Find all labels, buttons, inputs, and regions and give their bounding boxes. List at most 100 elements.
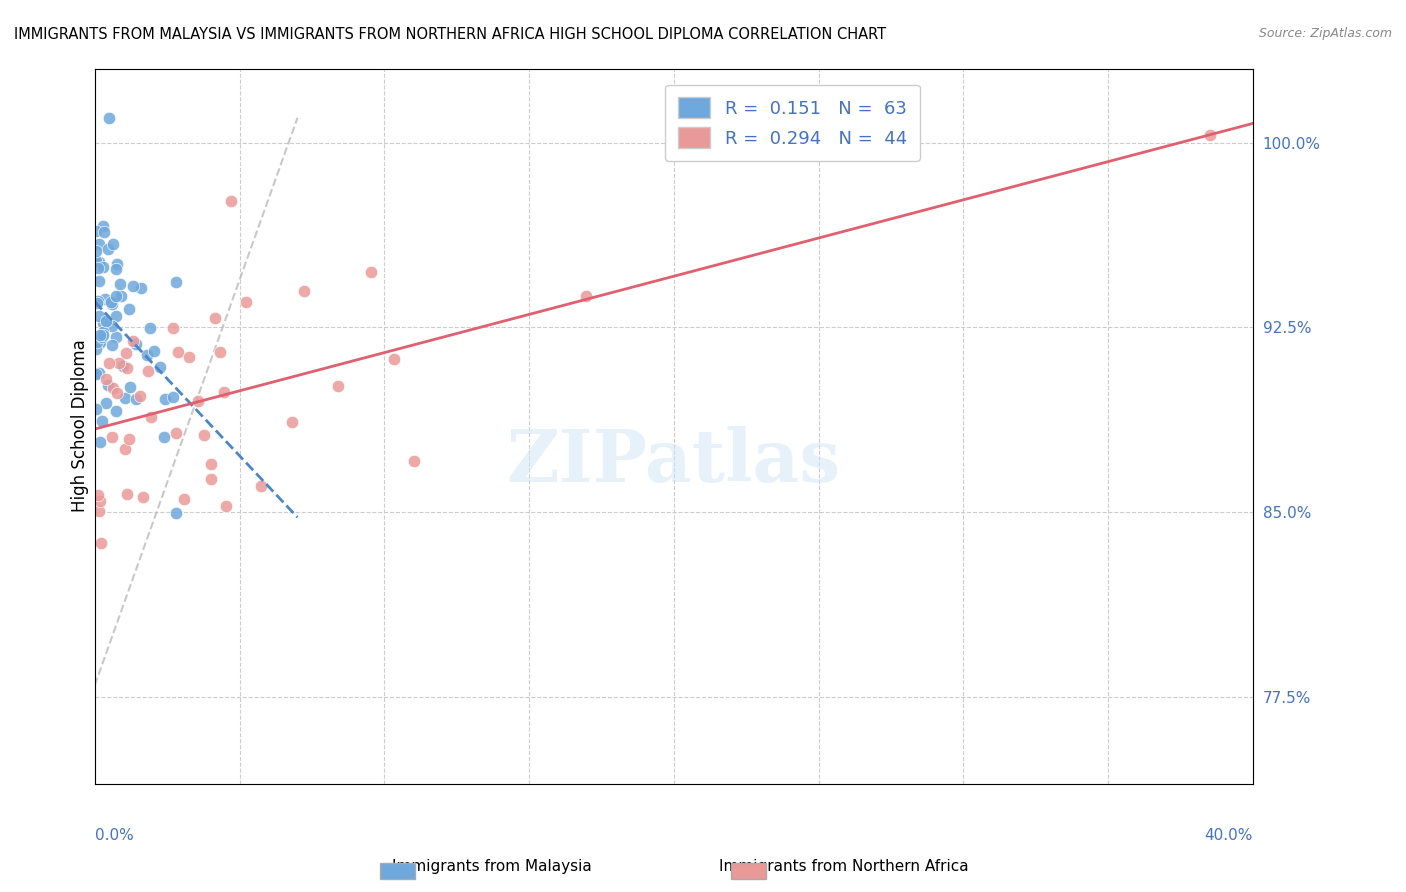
Point bbox=[91, 316, 114, 330]
Point bbox=[105, 386, 128, 401]
Point bbox=[84, 401, 107, 416]
Point bbox=[84, 244, 107, 259]
Point bbox=[86, 335, 108, 350]
Point bbox=[86, 342, 108, 356]
Point bbox=[125, 336, 148, 351]
Point bbox=[89, 366, 111, 380]
Point bbox=[165, 275, 187, 289]
Point bbox=[89, 504, 111, 518]
Point bbox=[193, 427, 215, 442]
Point bbox=[89, 309, 111, 323]
Point bbox=[1198, 128, 1220, 142]
Point bbox=[173, 492, 195, 507]
Point bbox=[131, 281, 153, 295]
Text: Immigrants from Malaysia: Immigrants from Malaysia bbox=[392, 859, 592, 874]
Text: 40.0%: 40.0% bbox=[1205, 828, 1253, 843]
Point bbox=[165, 506, 187, 520]
Point bbox=[219, 194, 242, 209]
Point bbox=[215, 500, 238, 514]
Point bbox=[162, 390, 184, 404]
Text: ZIPatlas: ZIPatlas bbox=[506, 426, 841, 498]
Point bbox=[84, 253, 107, 268]
Point bbox=[89, 494, 111, 508]
Point bbox=[97, 355, 120, 369]
Point bbox=[86, 488, 108, 502]
Point bbox=[575, 289, 598, 303]
Point bbox=[89, 335, 111, 350]
Point bbox=[208, 344, 231, 359]
Point bbox=[114, 391, 136, 405]
Point bbox=[120, 380, 142, 394]
Point bbox=[177, 350, 200, 364]
Point bbox=[105, 261, 128, 276]
Point bbox=[139, 321, 162, 335]
Point bbox=[91, 414, 114, 428]
Point bbox=[110, 288, 132, 302]
Point bbox=[118, 432, 141, 446]
Y-axis label: High School Diploma: High School Diploma bbox=[72, 340, 89, 513]
Point bbox=[100, 318, 122, 333]
Point bbox=[94, 372, 117, 386]
Point bbox=[97, 377, 120, 392]
Point bbox=[97, 243, 120, 257]
Point bbox=[187, 394, 209, 409]
Text: Immigrants from Northern Africa: Immigrants from Northern Africa bbox=[718, 859, 969, 874]
Point bbox=[128, 388, 150, 402]
Legend: R =  0.151   N =  63, R =  0.294   N =  44: R = 0.151 N = 63, R = 0.294 N = 44 bbox=[665, 85, 920, 161]
Point bbox=[136, 348, 159, 362]
Point bbox=[235, 294, 257, 309]
Point bbox=[162, 321, 184, 335]
Point bbox=[404, 454, 426, 468]
Point bbox=[101, 381, 124, 395]
Point bbox=[107, 356, 129, 370]
Point bbox=[89, 334, 111, 349]
Point bbox=[93, 226, 115, 240]
Point bbox=[167, 345, 190, 359]
Point bbox=[136, 363, 159, 377]
Text: IMMIGRANTS FROM MALAYSIA VS IMMIGRANTS FROM NORTHERN AFRICA HIGH SCHOOL DIPLOMA : IMMIGRANTS FROM MALAYSIA VS IMMIGRANTS F… bbox=[14, 27, 886, 42]
Point bbox=[104, 404, 127, 418]
Point bbox=[89, 434, 111, 449]
Point bbox=[165, 425, 187, 440]
Point bbox=[115, 360, 138, 375]
Point bbox=[101, 237, 124, 252]
Point bbox=[91, 260, 114, 275]
Point bbox=[112, 359, 135, 373]
Point bbox=[91, 325, 114, 339]
Point bbox=[204, 311, 226, 326]
Point bbox=[149, 360, 172, 375]
Point bbox=[152, 430, 174, 444]
Point bbox=[132, 491, 155, 505]
Point bbox=[142, 343, 165, 358]
Point bbox=[100, 295, 122, 310]
Point bbox=[382, 351, 405, 366]
Point bbox=[104, 289, 127, 303]
Point bbox=[89, 328, 111, 343]
Point bbox=[89, 237, 111, 252]
Point bbox=[114, 442, 136, 456]
Point bbox=[101, 297, 124, 311]
Point bbox=[87, 274, 110, 288]
Text: Source: ZipAtlas.com: Source: ZipAtlas.com bbox=[1258, 27, 1392, 40]
Point bbox=[87, 260, 110, 275]
Point bbox=[141, 410, 163, 425]
Point bbox=[280, 415, 302, 429]
Point bbox=[94, 396, 117, 410]
Point bbox=[91, 219, 114, 234]
Point bbox=[292, 284, 315, 298]
Point bbox=[250, 479, 273, 493]
Point bbox=[115, 487, 138, 501]
Point bbox=[105, 258, 128, 272]
Point bbox=[105, 330, 128, 344]
Point bbox=[84, 367, 107, 381]
Point bbox=[200, 458, 222, 472]
Point bbox=[87, 255, 110, 269]
Point bbox=[212, 385, 235, 400]
Point bbox=[124, 392, 146, 406]
Point bbox=[326, 379, 349, 393]
Text: 0.0%: 0.0% bbox=[94, 828, 134, 843]
Point bbox=[86, 295, 108, 310]
Point bbox=[108, 277, 131, 292]
Point bbox=[101, 338, 124, 352]
Point bbox=[101, 429, 124, 443]
